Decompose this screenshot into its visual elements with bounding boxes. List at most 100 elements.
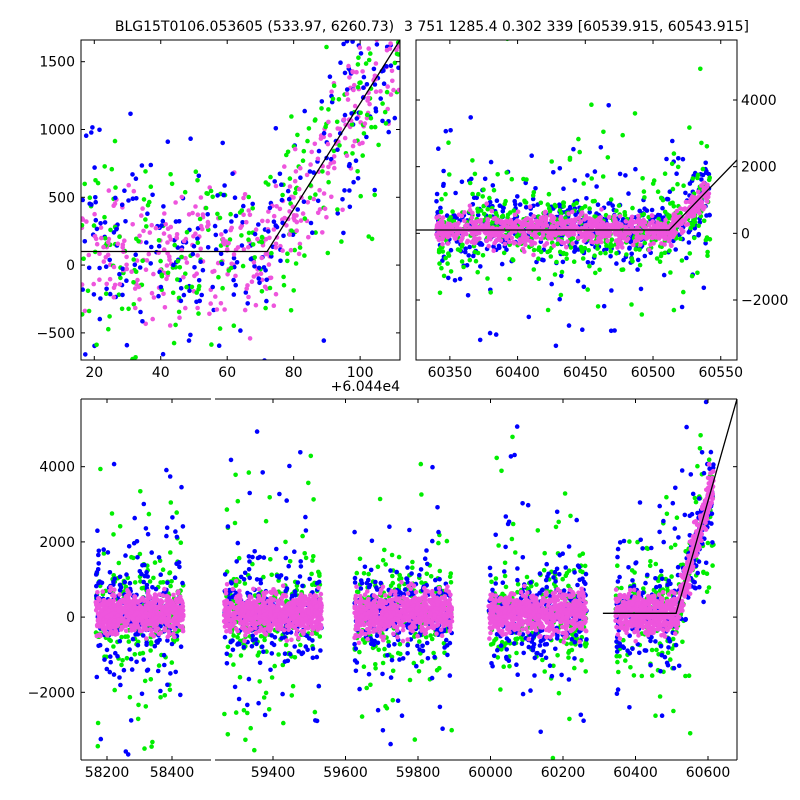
data-point xyxy=(151,295,157,300)
data-point xyxy=(93,199,98,205)
data-point xyxy=(142,573,148,579)
data-point xyxy=(119,202,125,208)
data-point xyxy=(229,219,234,224)
data-point xyxy=(527,204,533,209)
data-point xyxy=(337,143,342,148)
data-point xyxy=(523,205,529,210)
data-point xyxy=(256,586,262,592)
data-point xyxy=(83,133,89,138)
data-point xyxy=(289,114,294,119)
data-point xyxy=(134,616,140,622)
data-point xyxy=(366,46,372,51)
data-point xyxy=(148,627,153,632)
data-point xyxy=(434,199,439,204)
data-point xyxy=(659,241,664,246)
data-point xyxy=(549,159,554,164)
data-point xyxy=(457,276,463,282)
data-point xyxy=(630,205,635,211)
data-point xyxy=(509,176,515,182)
data-point xyxy=(514,218,520,223)
data-point xyxy=(167,570,173,575)
data-point xyxy=(129,554,134,560)
data-point xyxy=(134,610,140,616)
data-point xyxy=(131,302,137,307)
data-point xyxy=(233,472,238,478)
data-point xyxy=(620,267,626,272)
data-point xyxy=(585,173,590,178)
data-point xyxy=(173,322,178,328)
data-point xyxy=(661,272,667,278)
data-point xyxy=(178,692,183,698)
data-point xyxy=(231,252,237,257)
data-point xyxy=(240,220,245,225)
data-point xyxy=(641,224,647,230)
data-point xyxy=(497,232,503,237)
data-point xyxy=(124,278,129,284)
data-point xyxy=(467,257,473,263)
data-point xyxy=(629,251,634,257)
data-point xyxy=(111,602,116,608)
data-point xyxy=(335,147,340,152)
data-point xyxy=(95,743,101,749)
data-point xyxy=(660,205,665,211)
data-point xyxy=(101,551,107,556)
data-point xyxy=(699,183,704,188)
data-point xyxy=(650,181,656,186)
data-point xyxy=(123,219,128,224)
data-point xyxy=(507,239,512,245)
data-point xyxy=(362,121,368,126)
data-point xyxy=(112,201,118,206)
data-point xyxy=(312,709,318,715)
data-point xyxy=(557,166,563,171)
data-point xyxy=(589,102,594,107)
data-point xyxy=(287,209,292,214)
data-point xyxy=(494,238,499,243)
data-point xyxy=(654,256,660,261)
data-point xyxy=(310,655,316,661)
data-point xyxy=(494,220,500,225)
data-point xyxy=(171,262,176,268)
data-point xyxy=(331,159,337,165)
data-point xyxy=(158,611,164,616)
data-point xyxy=(222,634,228,640)
data-point xyxy=(108,585,113,590)
data-point xyxy=(309,571,314,577)
data-point xyxy=(317,187,322,193)
data-point xyxy=(384,64,389,69)
data-point xyxy=(642,220,648,225)
data-point xyxy=(180,624,185,629)
data-point xyxy=(439,265,444,271)
data-point xyxy=(683,222,689,227)
data-point xyxy=(144,240,149,245)
data-point xyxy=(184,284,189,290)
data-point xyxy=(569,217,574,223)
data-point xyxy=(446,275,451,281)
data-point xyxy=(310,646,316,651)
data-point xyxy=(261,695,267,700)
data-point xyxy=(482,176,488,182)
data-point xyxy=(476,191,481,197)
data-point xyxy=(116,608,122,613)
data-point xyxy=(354,116,360,121)
data-point xyxy=(549,236,554,241)
data-point xyxy=(108,638,113,644)
data-point xyxy=(164,276,169,282)
data-point xyxy=(489,208,495,214)
data-point xyxy=(571,146,576,152)
data-point xyxy=(117,675,122,680)
data-point xyxy=(296,251,302,257)
data-point xyxy=(86,308,92,314)
data-point xyxy=(290,232,296,237)
data-point xyxy=(662,171,668,176)
data-point xyxy=(347,204,353,210)
data-point xyxy=(263,690,269,696)
x-offset-label: +6.044e4 xyxy=(331,379,400,395)
data-point xyxy=(357,45,363,50)
data-point xyxy=(586,248,591,253)
data-point xyxy=(590,199,596,204)
data-point xyxy=(173,669,178,675)
data-point xyxy=(436,249,442,255)
data-point xyxy=(383,121,389,126)
data-point xyxy=(590,260,595,266)
data-point xyxy=(214,307,220,312)
